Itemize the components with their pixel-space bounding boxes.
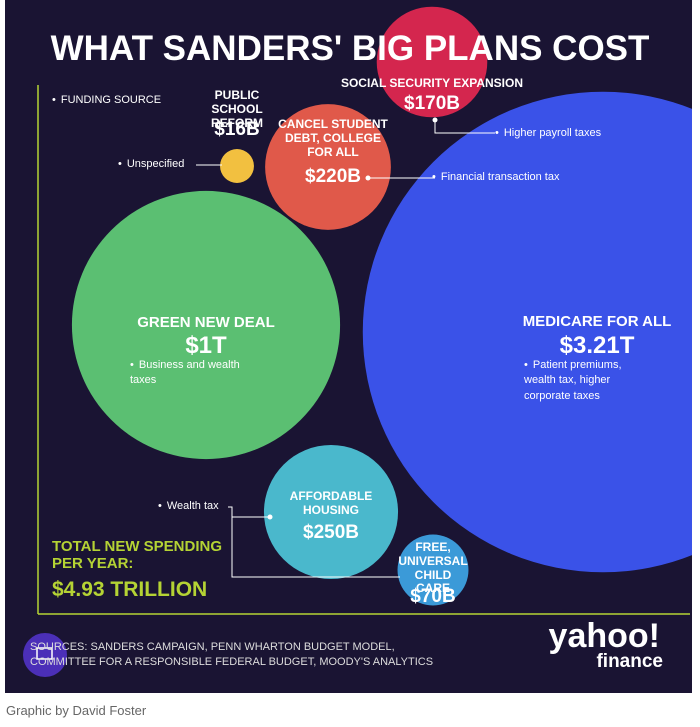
funding-source: Business and wealth taxes	[130, 358, 240, 389]
gallery-icon[interactable]	[23, 633, 67, 677]
bubble-value: $3.21T	[559, 332, 635, 359]
funding-source: Patient premiums, wealth tax, higher cor…	[524, 358, 644, 404]
bubble-value: $250B	[303, 522, 359, 543]
sources: SOURCES: SANDERS CAMPAIGN, PENN WHARTON …	[30, 641, 434, 669]
total-label: TOTAL NEW SPENDING PER YEAR:	[52, 538, 223, 573]
caption: Graphic by David Foster	[6, 703, 147, 718]
bubble	[71, 190, 341, 460]
legend-entry: FUNDING SOURCE	[52, 93, 161, 108]
bubble-name: AFFORDABLE HOUSING	[289, 489, 373, 517]
connector-dot	[267, 514, 273, 520]
bubble-value: $220B	[305, 166, 361, 187]
bubble	[376, 6, 488, 118]
bubble-name: PUBLIC SCHOOL REFORM	[211, 88, 263, 130]
bubble	[397, 534, 469, 606]
bubble-name: FREE, UNIVERSAL CHILD CARE	[398, 540, 468, 596]
logo-sub: finance	[596, 651, 663, 672]
bubble-value: $1T	[185, 332, 227, 359]
total-value: $4.93 TRILLION	[52, 578, 208, 601]
bubble	[220, 149, 254, 183]
bubble-name: MEDICARE FOR ALL	[522, 313, 672, 330]
funding-source: Unspecified	[118, 157, 208, 172]
connector-dot	[365, 175, 371, 181]
connector	[434, 120, 495, 134]
bubble-value: $16B	[214, 119, 260, 140]
gallery-icon-glyph	[36, 647, 53, 660]
bubble	[263, 444, 399, 580]
bubble-name: GREEN NEW DEAL	[137, 314, 275, 331]
funding-source: Higher payroll taxes	[495, 126, 625, 141]
bubble	[265, 104, 391, 230]
bubble-name: CANCEL STUDENT DEBT, COLLEGE FOR ALL	[278, 117, 388, 159]
funding-source: Wealth tax	[158, 499, 238, 514]
logo: yahoo!	[549, 617, 660, 655]
connector-dot	[432, 117, 438, 123]
bubble-name: SOCIAL SECURITY EXPANSION	[340, 76, 524, 90]
bubble-value: $170B	[404, 93, 460, 114]
chart-title: WHAT SANDERS' BIG PLANS COST	[51, 29, 650, 68]
bubble-value: $70B	[410, 586, 456, 607]
bubble-group	[71, 6, 692, 606]
funding-source: Financial transaction tax	[432, 170, 592, 185]
bubble	[362, 91, 692, 573]
